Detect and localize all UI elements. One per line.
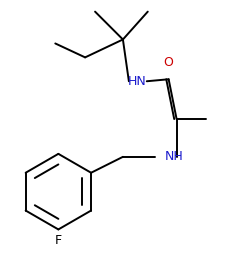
Text: O: O [164,56,174,69]
Text: F: F [55,234,62,247]
Text: HN: HN [128,75,147,88]
Text: NH: NH [165,150,184,163]
